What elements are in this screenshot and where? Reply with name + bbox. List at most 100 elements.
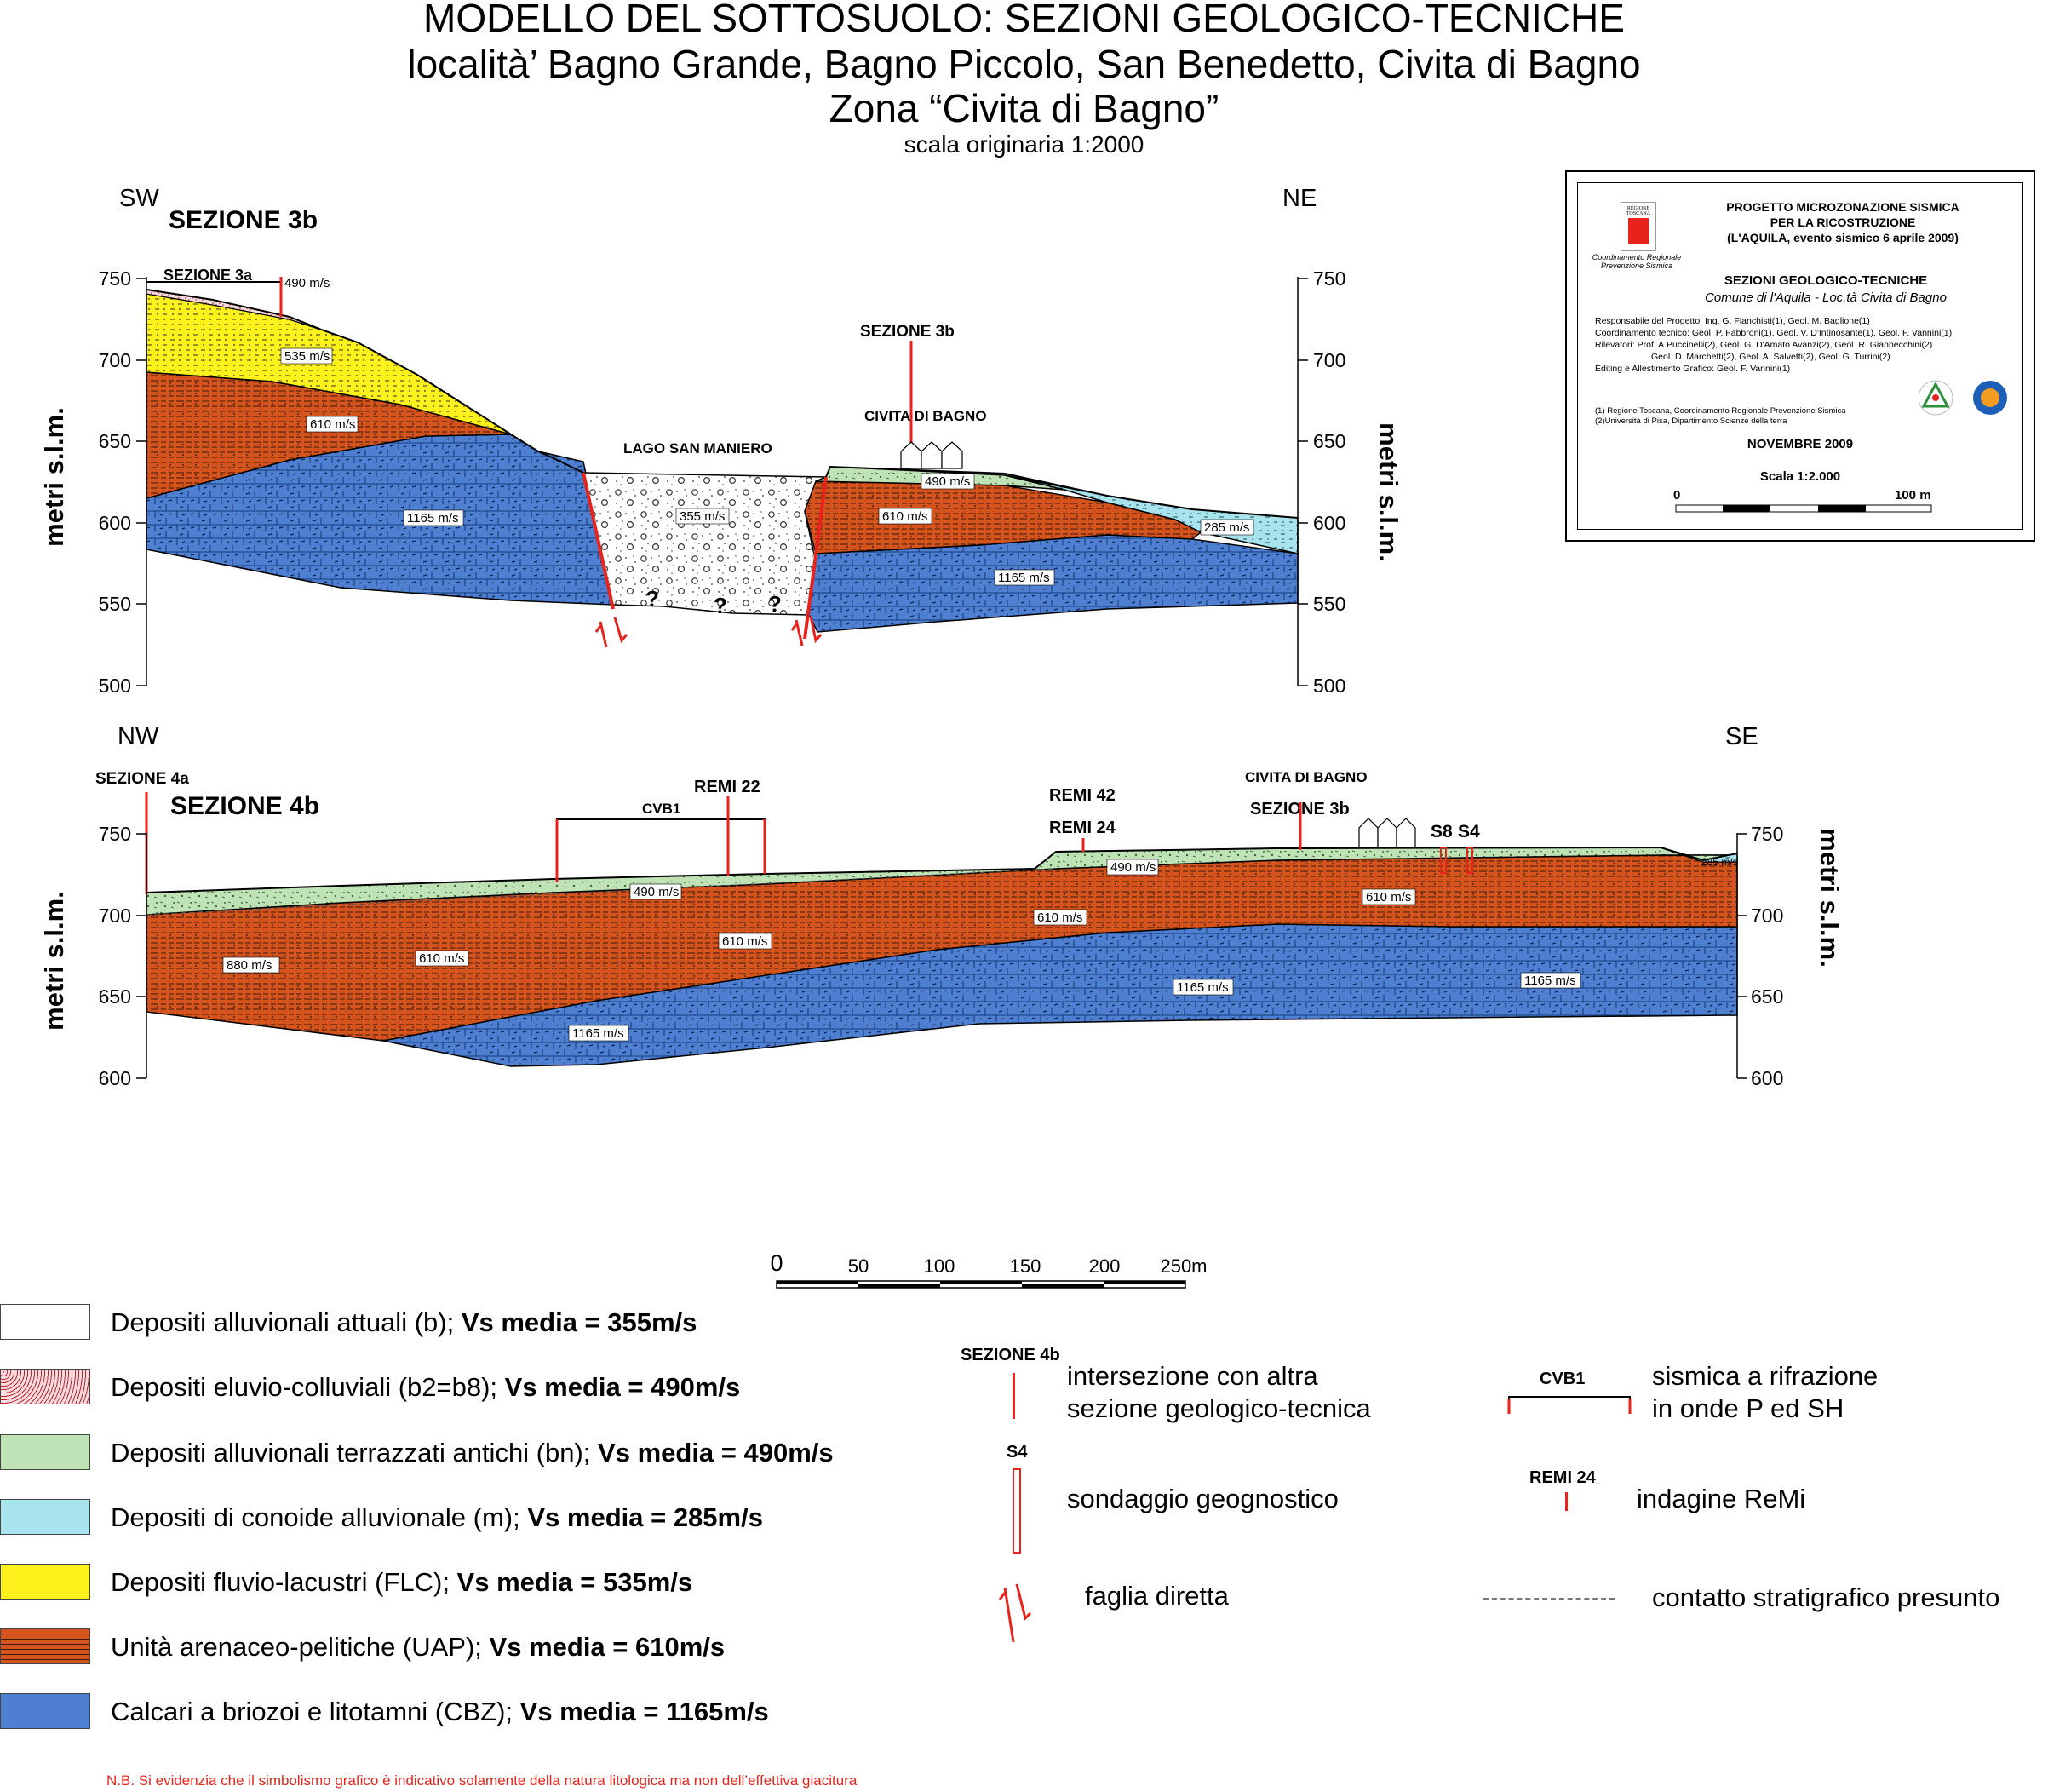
tb-heading: SEZIONI GEOLOGICO-TECNICHE <box>1724 273 1928 288</box>
dir-ne: NE <box>1282 185 1317 212</box>
agency-logos <box>1919 380 2007 416</box>
svg-text:600: 600 <box>1751 1067 1783 1089</box>
sym-contact-label: contatto stratigrafico presunto <box>1652 1582 2000 1612</box>
ylabel-4b-right: metri s.l.m. <box>1815 828 1844 968</box>
houses-4b <box>1358 818 1416 848</box>
tb-place: Comune di l'Aquila - Loc.tà Civita di Ba… <box>1705 290 1947 305</box>
axis-left-3b <box>136 277 147 686</box>
tb-scale-right: 100 m <box>1895 488 1931 503</box>
svg-text:750: 750 <box>1751 823 1783 845</box>
question-mark-3: ? <box>768 591 782 617</box>
title-line-3: Zona “Civita di Bagno” <box>829 86 1219 130</box>
sym-remi-mark <box>1565 1492 1568 1511</box>
svg-text:550: 550 <box>1313 593 1345 615</box>
sym-seismic-cap: CVB1 <box>1540 1370 1586 1388</box>
velocity-labels-4b: 490 m/s 490 m/s 880 m/s 610 m/s 610 m/s … <box>222 856 1738 1042</box>
footnote: N.B. Si evidenzia che il simbolismo graf… <box>106 1772 858 1789</box>
svg-text:610 m/s: 610 m/s <box>1037 910 1082 925</box>
sezione-3a-label: SEZIONE 3a <box>163 267 253 284</box>
axis-right-4b <box>1736 833 1747 1079</box>
svg-text:750: 750 <box>99 823 131 845</box>
main-scalebar: 0 50 100 150 200 250m <box>770 1254 1208 1289</box>
sym-seismic-l1: sismica a rifrazione <box>1652 1361 1879 1391</box>
legend-swatch-fan <box>0 1499 90 1535</box>
svg-text:700: 700 <box>99 905 131 927</box>
remi24-label: REMI 24 <box>1049 818 1116 837</box>
sym-contact-mark <box>1483 1598 1615 1600</box>
legend-swatch-limestone <box>0 1693 90 1729</box>
svg-text:750: 750 <box>99 267 131 290</box>
section-3b: ? ? ? SEZIONE 3a SEZIONE 3b LAGO SAN MAN… <box>39 185 1403 697</box>
axis-right-3b <box>1297 277 1308 686</box>
svg-text:250m: 250m <box>1160 1255 1207 1277</box>
tb-credit-2: Coordinamento tecnico: Geol. P. Fabbroni… <box>1595 328 1953 338</box>
legend-swatch-fluvio-lacustrine <box>0 1564 90 1600</box>
sym-seismic-mark <box>1507 1396 1632 1414</box>
tick-labels-3b-left: 750 700 650 600 550 500 <box>99 267 131 697</box>
svg-text:200: 200 <box>1089 1255 1121 1277</box>
svg-text:490 m/s: 490 m/s <box>1110 860 1156 875</box>
s4-label: S4 <box>1458 822 1480 841</box>
tick-labels-3b-right: 750 700 650 600 550 500 <box>1313 267 1345 697</box>
dir-se: SE <box>1725 723 1758 750</box>
sym-intersect-mark <box>1013 1373 1015 1419</box>
ground-surface-3b-left <box>146 289 584 474</box>
fault-symbol-right <box>790 616 823 646</box>
civita-label-3b: CIVITA DI BAGNO <box>864 408 987 424</box>
tb-credit-4: Geol. D. Marchetti(2), Geol. A. Salvetti… <box>1651 352 1890 362</box>
svg-text:600: 600 <box>99 512 131 534</box>
sym-remi-cap: REMI 24 <box>1529 1468 1596 1487</box>
houses-3b <box>900 441 963 469</box>
remi42-label: REMI 42 <box>1049 786 1116 805</box>
coord-label: Coordinamento Regionale Prevenzione Sism… <box>1592 253 1682 270</box>
title-block: REGIONE TOSCANA Coordinamento Regionale … <box>1565 170 2035 542</box>
svg-text:610 m/s: 610 m/s <box>1366 890 1411 905</box>
svg-text:50: 50 <box>848 1255 869 1277</box>
regione-toscana-logo: REGIONE TOSCANA <box>1621 202 1656 251</box>
s4-borehole <box>1466 847 1473 874</box>
sym-borehole-mark <box>1013 1468 1021 1554</box>
tb-line1: PROGETTO MICROZONAZIONE SISMICA <box>1726 200 1959 214</box>
dir-sw: SW <box>119 185 159 212</box>
svg-text:700: 700 <box>1751 905 1783 927</box>
question-mark-2: ? <box>714 593 727 618</box>
ylabel-3b-right: metri s.l.m. <box>1374 422 1403 562</box>
svg-text:0: 0 <box>770 1254 783 1276</box>
s8-label: S8 <box>1431 822 1453 841</box>
svg-text:1165 m/s: 1165 m/s <box>1177 980 1229 995</box>
tick-labels-4b-right: 750 700 650 600 <box>1751 823 1783 1089</box>
legend-swatch-alluvial-recent <box>0 1304 90 1340</box>
tb-credit-5: Editing e Allestimento Grafico: Geol. F.… <box>1595 364 1791 374</box>
layer-arenaceous-3b-right <box>804 480 1202 554</box>
tb-scale: Scala 1:2.000 <box>1759 469 1841 484</box>
fault-line-right <box>803 476 828 640</box>
velocity-labels-3b: 535 m/s 610 m/s 1165 m/s 355 m/s 490 m/s… <box>280 276 1254 586</box>
svg-text:500: 500 <box>99 675 131 697</box>
sym-intersect-l1: intersezione con altra <box>1067 1361 1318 1391</box>
legend-swatch-arenaceous <box>0 1628 90 1664</box>
svg-text:535 m/s: 535 m/s <box>284 349 330 364</box>
svg-text:490 m/s: 490 m/s <box>634 885 679 899</box>
svg-text:285 m/s: 285 m/s <box>1204 520 1249 535</box>
svg-text:600: 600 <box>99 1067 131 1089</box>
tb-line2: PER LA RICOSTRUZIONE <box>1770 215 1916 229</box>
s8-borehole <box>1440 847 1447 874</box>
svg-text:1165 m/s: 1165 m/s <box>572 1026 624 1041</box>
tick-labels-4b-left: 750 700 650 600 <box>99 823 131 1089</box>
legend-swatch-terraced <box>0 1434 90 1470</box>
sym-borehole-cap: S4 <box>1007 1443 1028 1462</box>
fault-symbol-left <box>594 617 628 648</box>
svg-text:285 m/s: 285 m/s <box>1701 856 1738 868</box>
svg-text:1165 m/s: 1165 m/s <box>998 571 1050 585</box>
ylabel-4b-left: metri s.l.m. <box>39 891 69 1031</box>
svg-text:610 m/s: 610 m/s <box>882 509 927 524</box>
tb-credit-3: Rilevatori: Prof. A.Puccinelli(2), Geol.… <box>1595 340 1933 350</box>
svg-text:880 m/s: 880 m/s <box>227 958 272 973</box>
svg-text:600: 600 <box>1313 512 1345 534</box>
svg-text:610 m/s: 610 m/s <box>722 934 767 949</box>
ground-surface-3b-right <box>825 465 1299 519</box>
section-3b-title: SEZIONE 3b <box>169 206 318 234</box>
svg-text:610 m/s: 610 m/s <box>310 417 355 432</box>
svg-text:355 m/s: 355 m/s <box>680 509 725 524</box>
title-line-1: MODELLO DEL SOTTOSUOLO: SEZIONI GEOLOGIC… <box>423 0 1625 40</box>
